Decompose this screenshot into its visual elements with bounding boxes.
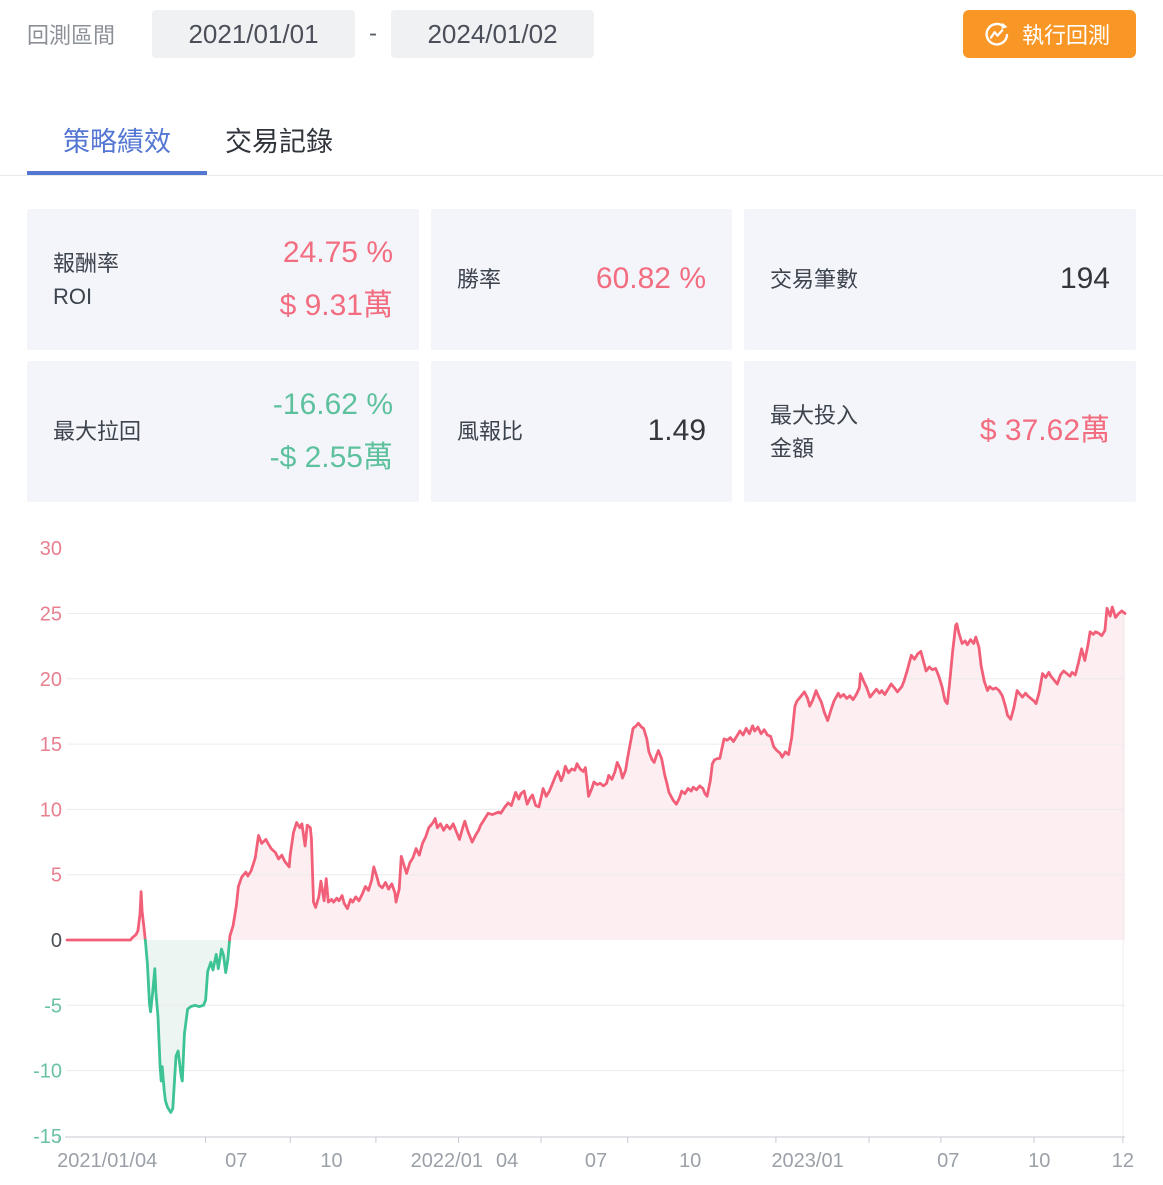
svg-text:10: 10 xyxy=(1028,1150,1050,1172)
stat-value: 194 xyxy=(1059,262,1110,296)
tab-strategy-performance[interactable]: 策略績效 xyxy=(27,108,207,175)
backtest-range-label: 回測區間 xyxy=(27,23,116,48)
svg-text:15: 15 xyxy=(40,734,62,756)
svg-text:-5: -5 xyxy=(44,995,62,1017)
stat-card-risk-reward: 風報比 1.49 xyxy=(431,361,732,502)
svg-text:-10: -10 xyxy=(33,1061,62,1083)
svg-text:2022/01: 2022/01 xyxy=(411,1150,483,1172)
svg-text:-15: -15 xyxy=(33,1126,62,1148)
svg-text:12: 12 xyxy=(1112,1150,1134,1172)
svg-text:0: 0 xyxy=(51,930,62,952)
svg-text:04: 04 xyxy=(496,1150,518,1172)
run-backtest-button[interactable]: 執行回測 xyxy=(962,10,1136,58)
stat-card-roi: 報酬率 ROI 24.75 % $ 9.31萬 xyxy=(27,209,419,350)
stat-cards: 報酬率 ROI 24.75 % $ 9.31萬 勝率 60.82 % 交易筆數 19… xyxy=(27,209,1136,502)
stat-card-max-invested: 最大投入金額 $ 37.62萬 xyxy=(744,361,1136,502)
svg-text:2021/01/04: 2021/01/04 xyxy=(57,1150,157,1172)
stat-value-line2: $ 9.31萬 xyxy=(279,288,393,322)
tab-trade-records[interactable]: 交易記錄 xyxy=(225,127,333,157)
topbar: 回測區間 2021/01/01 - 2024/01/02 執行回測 xyxy=(27,10,1136,58)
svg-text:07: 07 xyxy=(585,1150,607,1172)
stat-label: 勝率 xyxy=(457,267,502,292)
stat-label: 交易筆數 xyxy=(770,267,859,292)
stat-value-line2: -$ 2.55萬 xyxy=(269,440,393,474)
stat-label: 風報比 xyxy=(457,419,524,444)
stat-value: 24.75 % xyxy=(282,236,393,269)
svg-text:5: 5 xyxy=(51,865,62,887)
svg-text:10: 10 xyxy=(40,799,62,821)
equity-curve-chart: 30 25 20 15 10 5 0 -5 -10 -15 2021/01/04 07 10 2022/0… xyxy=(0,530,1163,1185)
end-date-input[interactable]: 2024/01/02 xyxy=(391,10,595,58)
stat-label: 報酬率 xyxy=(53,250,120,276)
stat-label-line2: ROI xyxy=(53,283,93,309)
stat-label: 最大拉回 xyxy=(53,419,142,444)
svg-text:10: 10 xyxy=(320,1150,342,1172)
svg-text:30: 30 xyxy=(40,538,62,560)
svg-text:10: 10 xyxy=(679,1150,701,1172)
svg-text:2023/01: 2023/01 xyxy=(771,1150,843,1172)
tab-bar: 策略績效 交易記錄 xyxy=(0,108,1163,176)
start-date-input[interactable]: 2021/01/01 xyxy=(152,10,356,58)
stat-label: 最大投入 xyxy=(770,402,859,428)
stat-card-max-drawdown: 最大拉回 -16.62 % -$ 2.55萬 xyxy=(27,361,419,502)
run-backtest-icon xyxy=(983,21,1010,48)
stat-value: $ 37.62萬 xyxy=(979,414,1110,448)
svg-text:07: 07 xyxy=(225,1150,247,1172)
date-range-separator: - xyxy=(369,20,378,47)
stat-value: -16.62 % xyxy=(272,388,393,421)
stat-value: 60.82 % xyxy=(595,262,706,296)
run-backtest-label: 執行回測 xyxy=(1021,23,1110,48)
stat-card-trade-count: 交易筆數 194 xyxy=(744,209,1136,350)
stat-card-win-rate: 勝率 60.82 % xyxy=(431,209,732,350)
svg-text:20: 20 xyxy=(40,669,62,691)
stat-value: 1.49 xyxy=(647,414,706,448)
svg-text:25: 25 xyxy=(40,604,62,626)
stat-label-line2: 金額 xyxy=(770,435,815,461)
svg-text:07: 07 xyxy=(937,1150,959,1172)
